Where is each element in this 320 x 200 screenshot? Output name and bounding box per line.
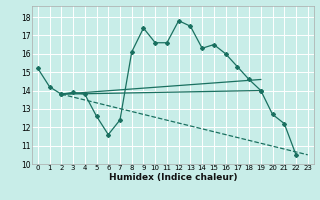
X-axis label: Humidex (Indice chaleur): Humidex (Indice chaleur): [108, 173, 237, 182]
